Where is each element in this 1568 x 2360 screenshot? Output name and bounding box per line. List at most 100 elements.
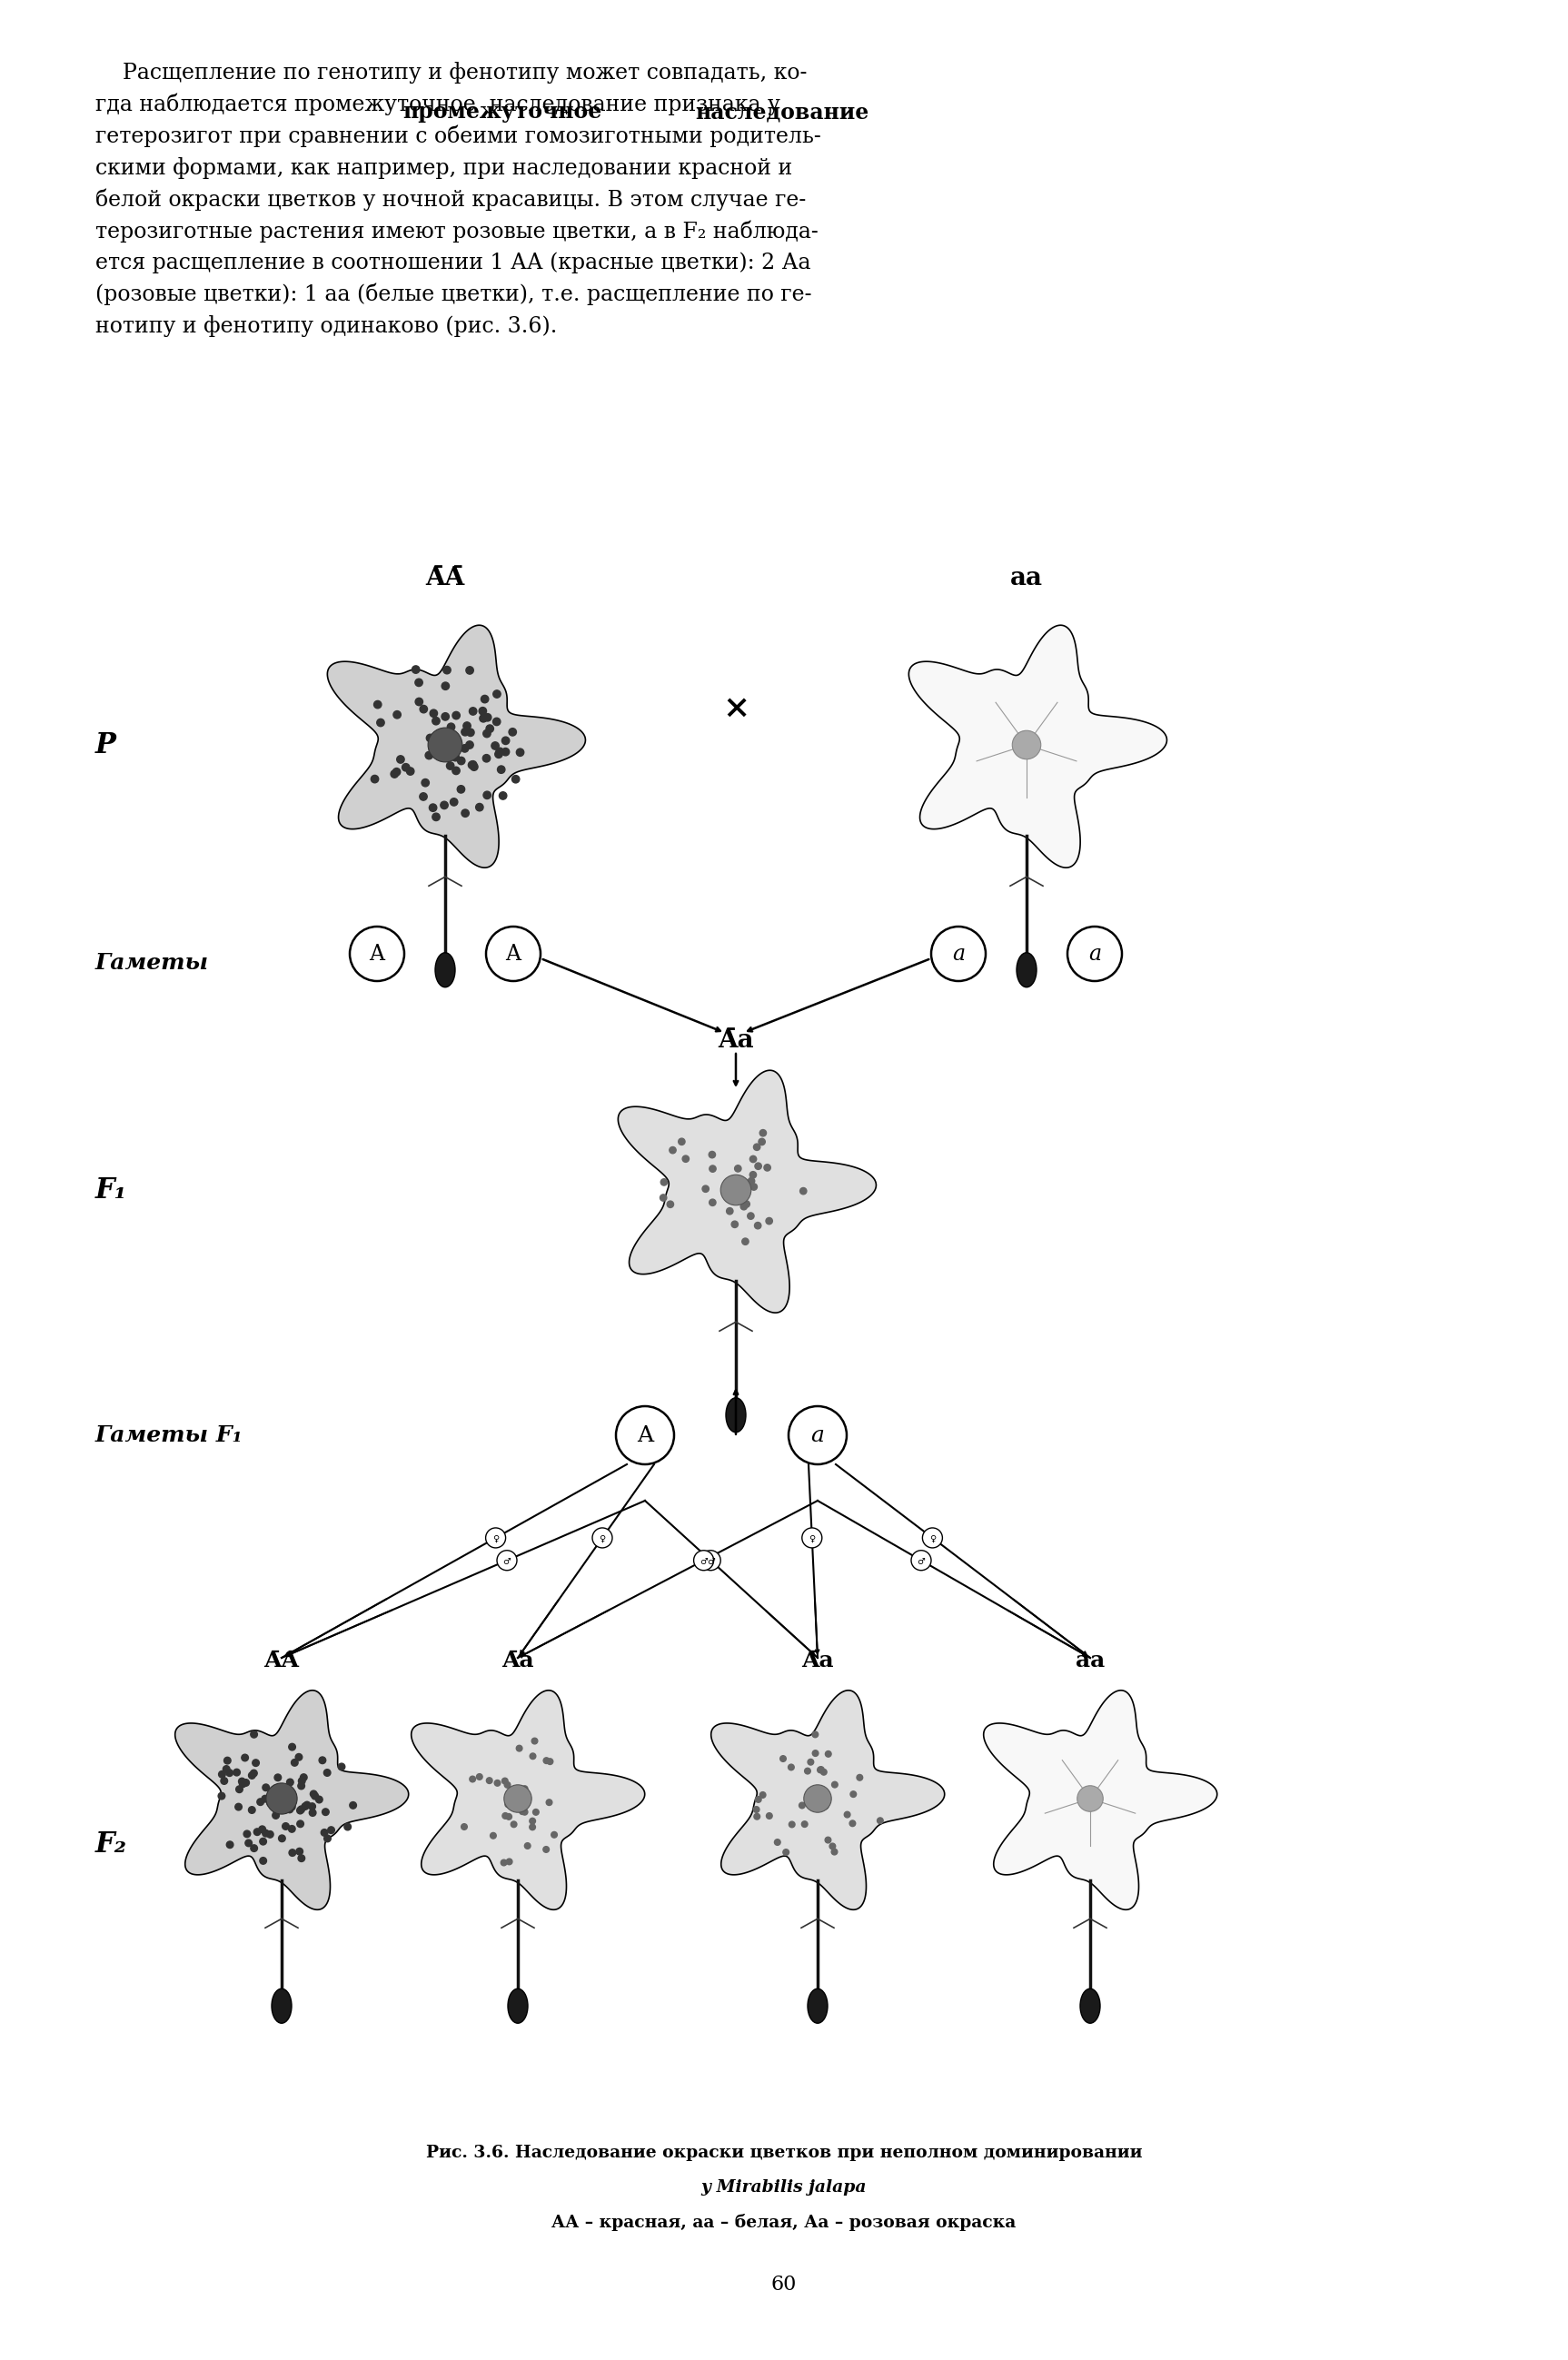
- Circle shape: [519, 1796, 525, 1803]
- Circle shape: [345, 1824, 351, 1831]
- Circle shape: [486, 1527, 505, 1548]
- Circle shape: [295, 1753, 303, 1761]
- Circle shape: [441, 802, 448, 809]
- Circle shape: [466, 741, 474, 748]
- Circle shape: [525, 1843, 530, 1848]
- Circle shape: [1068, 927, 1123, 982]
- Circle shape: [394, 710, 401, 717]
- Circle shape: [278, 1796, 284, 1803]
- Circle shape: [721, 1175, 751, 1206]
- Circle shape: [495, 750, 502, 758]
- Text: a: a: [1088, 944, 1101, 965]
- Circle shape: [760, 1791, 765, 1798]
- Circle shape: [323, 1770, 331, 1777]
- Ellipse shape: [271, 1989, 292, 2023]
- Circle shape: [273, 1812, 279, 1820]
- Circle shape: [850, 1791, 856, 1798]
- Circle shape: [765, 1218, 773, 1225]
- Circle shape: [486, 1777, 492, 1784]
- Circle shape: [430, 710, 437, 717]
- Circle shape: [693, 1551, 713, 1569]
- Circle shape: [543, 1846, 549, 1853]
- Circle shape: [497, 765, 505, 774]
- Circle shape: [820, 1770, 826, 1775]
- Text: ♀: ♀: [599, 1534, 605, 1543]
- Circle shape: [257, 1798, 263, 1805]
- Circle shape: [254, 1829, 260, 1836]
- Circle shape: [274, 1775, 281, 1782]
- Circle shape: [660, 1194, 666, 1201]
- Circle shape: [751, 1182, 757, 1189]
- Circle shape: [759, 1130, 767, 1135]
- Text: A: A: [637, 1425, 654, 1447]
- Circle shape: [240, 1779, 246, 1787]
- Circle shape: [268, 1791, 274, 1798]
- Circle shape: [226, 1770, 234, 1777]
- Ellipse shape: [508, 1989, 528, 2023]
- Circle shape: [426, 734, 434, 741]
- Circle shape: [279, 1836, 285, 1841]
- Circle shape: [401, 765, 409, 772]
- Text: Āa: Āa: [502, 1650, 535, 1671]
- Text: F₂: F₂: [96, 1829, 127, 1857]
- Circle shape: [298, 1777, 306, 1784]
- Polygon shape: [710, 1690, 944, 1909]
- Polygon shape: [328, 625, 585, 868]
- Circle shape: [815, 1794, 822, 1801]
- Polygon shape: [618, 1071, 877, 1312]
- Circle shape: [430, 805, 437, 812]
- Circle shape: [321, 1829, 328, 1836]
- Circle shape: [372, 774, 378, 784]
- Circle shape: [431, 736, 439, 746]
- Circle shape: [416, 680, 423, 687]
- Circle shape: [461, 1824, 467, 1829]
- Circle shape: [522, 1810, 528, 1815]
- Circle shape: [458, 758, 466, 765]
- Circle shape: [469, 760, 477, 769]
- Circle shape: [441, 741, 447, 748]
- Circle shape: [812, 1796, 817, 1803]
- Circle shape: [502, 736, 510, 743]
- Text: ĀĀ: ĀĀ: [263, 1650, 299, 1671]
- Circle shape: [392, 767, 400, 776]
- Circle shape: [241, 1753, 248, 1761]
- Circle shape: [223, 1765, 230, 1772]
- Circle shape: [477, 1775, 483, 1779]
- Circle shape: [732, 1187, 739, 1194]
- Circle shape: [817, 1768, 823, 1772]
- Circle shape: [513, 1798, 517, 1803]
- Circle shape: [226, 1841, 234, 1848]
- Text: Гаметы F₁: Гаметы F₁: [96, 1425, 243, 1447]
- Circle shape: [452, 753, 459, 760]
- Circle shape: [260, 1838, 267, 1846]
- Circle shape: [1013, 732, 1041, 760]
- Text: A: A: [505, 944, 521, 965]
- Circle shape: [390, 769, 398, 779]
- Circle shape: [809, 1801, 815, 1805]
- Circle shape: [822, 1803, 828, 1810]
- Circle shape: [775, 1838, 781, 1846]
- Circle shape: [494, 1779, 500, 1787]
- Circle shape: [245, 1838, 252, 1846]
- Ellipse shape: [808, 1989, 828, 2023]
- Circle shape: [251, 1770, 257, 1777]
- Circle shape: [808, 1758, 814, 1765]
- Text: Гаметы: Гаметы: [96, 951, 209, 975]
- Circle shape: [350, 1801, 356, 1808]
- Circle shape: [469, 1777, 475, 1782]
- Circle shape: [325, 1836, 331, 1841]
- Circle shape: [511, 1796, 517, 1803]
- Circle shape: [273, 1784, 279, 1791]
- Circle shape: [922, 1527, 942, 1548]
- Text: A: A: [370, 944, 384, 965]
- Circle shape: [243, 1831, 251, 1838]
- Text: промежуточное: промежуточное: [403, 101, 602, 123]
- Circle shape: [444, 741, 452, 748]
- Circle shape: [267, 1784, 298, 1815]
- Circle shape: [469, 708, 477, 715]
- Circle shape: [522, 1787, 528, 1791]
- Circle shape: [238, 1777, 246, 1784]
- Circle shape: [309, 1810, 317, 1817]
- Circle shape: [514, 1796, 521, 1801]
- Circle shape: [502, 748, 510, 755]
